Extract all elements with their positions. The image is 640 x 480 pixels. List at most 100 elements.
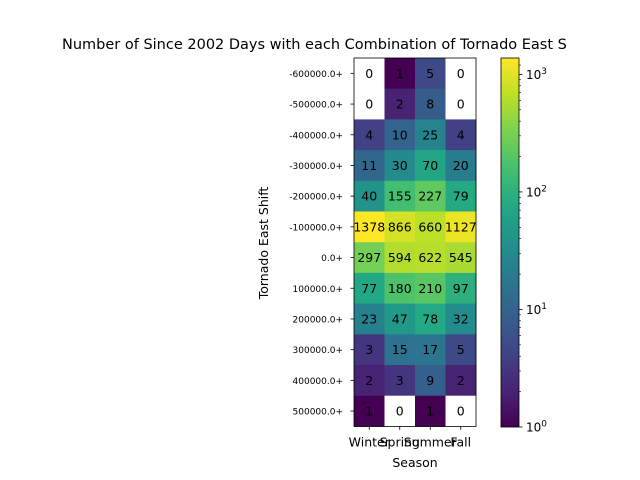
- heatmap-cell: [354, 395, 385, 427]
- cell-value-label: 79: [453, 189, 469, 204]
- heatmap-cell: [445, 88, 477, 120]
- heatmap-cell: [354, 334, 385, 366]
- cell-value-label: 30: [392, 158, 408, 173]
- cell-value-label: 1: [426, 404, 434, 419]
- heatmap-cell: [445, 303, 477, 335]
- heatmap-cell: [415, 365, 446, 397]
- heatmap-cell: [445, 395, 477, 427]
- heatmap-cell: [354, 242, 385, 274]
- x-tick-label: Fall: [450, 434, 471, 449]
- y-tick-label: 200000.0+: [293, 315, 343, 325]
- y-tick-label: 500000.0+: [293, 408, 343, 418]
- plot-frame: [353, 57, 477, 427]
- heatmap-cell: [384, 58, 416, 90]
- heatmap-cell: [354, 119, 385, 151]
- cell-value-label: 297: [357, 250, 381, 265]
- cell-value-label: 866: [388, 219, 412, 234]
- y-axis: -600000.0+ -500000.0+ -400000.0+ -300000.0+…: [289, 70, 354, 418]
- cell-value-label: 10: [392, 127, 408, 142]
- heatmap-cell: [445, 58, 477, 90]
- colorbar-gradient: [501, 58, 519, 427]
- cell-value-label: 210: [418, 281, 442, 296]
- colorbar-tick-label: 103: [526, 67, 547, 82]
- cell-value-label: 23: [361, 311, 377, 326]
- cell-value-label: 180: [388, 281, 412, 296]
- heatmap-cell: [354, 365, 385, 397]
- y-tick-label: -600000.0+: [289, 70, 343, 80]
- cell-value-label: 4: [457, 127, 465, 142]
- colorbar-tick-label: 101: [526, 302, 547, 317]
- cell-value-label: 3: [365, 342, 373, 357]
- cell-value-label: 0: [457, 404, 465, 419]
- cell-value-label: 2: [396, 97, 404, 112]
- y-tick-label: -300000.0+: [289, 162, 343, 172]
- cell-value-label: 2: [457, 373, 465, 388]
- cell-value-label: 70: [422, 158, 438, 173]
- heatmap-cell: [384, 334, 416, 366]
- heatmap-cell: [445, 150, 477, 182]
- cell-value-label: 155: [388, 189, 412, 204]
- colorbar-tick-label: 100: [526, 420, 547, 435]
- chart-title: Number of Since 2002 Days with each Comb…: [62, 37, 567, 53]
- heatmap-cell: [445, 365, 477, 397]
- cell-value-label: 0: [457, 97, 465, 112]
- cell-value-label: 1: [396, 66, 404, 81]
- cell-value-label: 9: [426, 373, 434, 388]
- heatmap-cell: [415, 88, 446, 120]
- cell-value-label: 20: [453, 158, 469, 173]
- cell-value-label: 0: [365, 66, 373, 81]
- cell-value-label: 1127: [445, 219, 477, 234]
- x-axis-label: Season: [392, 455, 437, 470]
- colorbar-frame: [500, 57, 520, 428]
- heatmap-cell: [354, 180, 385, 212]
- cell-value-label: 25: [422, 127, 438, 142]
- cell-value-label: 227: [418, 189, 442, 204]
- heatmap-cell: [354, 211, 385, 243]
- cell-value-label: 17: [422, 342, 438, 357]
- heatmap-cell: [354, 272, 385, 304]
- heatmap-cell: [445, 119, 477, 151]
- y-tick-label: -200000.0+: [289, 193, 343, 203]
- cell-value-label: 15: [392, 342, 408, 357]
- cell-value-label: 3: [396, 373, 404, 388]
- cell-value-label: 97: [453, 281, 469, 296]
- x-tick-label: Summer: [404, 434, 458, 449]
- heatmap-cell: [445, 211, 477, 243]
- heatmap-cell: [415, 395, 446, 427]
- heatmap-cell: [384, 180, 416, 212]
- heatmap-cell: [415, 150, 446, 182]
- colorbar-tick-label: 102: [526, 184, 547, 199]
- heatmap-cell: [415, 119, 446, 151]
- heatmap-cell: [445, 180, 477, 212]
- heatmap-cell: [415, 242, 446, 274]
- cell-value-label: 622: [418, 250, 442, 265]
- heatmap-cells: [353, 57, 477, 427]
- cell-value-label: 40: [361, 189, 377, 204]
- cell-value-label: 0: [396, 404, 404, 419]
- heatmap-cell: [384, 150, 416, 182]
- cell-value-label: 1: [365, 404, 373, 419]
- heatmap-cell: [445, 272, 477, 304]
- heatmap-cell: [415, 58, 446, 90]
- y-tick-label: 400000.0+: [293, 377, 343, 387]
- y-tick-label: 300000.0+: [293, 346, 343, 356]
- y-tick-label: -500000.0+: [289, 101, 343, 111]
- y-axis-label: Tornado East Shift: [256, 187, 271, 301]
- heatmap-cell: [384, 211, 416, 243]
- heatmap-cell: [354, 58, 385, 90]
- heatmap-cell: [384, 119, 416, 151]
- cell-value-label: 660: [418, 219, 442, 234]
- heatmap-cell: [384, 88, 416, 120]
- heatmap-cell: [415, 272, 446, 304]
- cell-value-label: 4: [365, 127, 373, 142]
- heatmap-cell: [415, 334, 446, 366]
- heatmap-cell: [354, 150, 385, 182]
- cell-value-label: 11: [361, 158, 377, 173]
- y-tick-label: 0.0+: [321, 254, 343, 264]
- heatmap-cell: [415, 180, 446, 212]
- heatmap-cell: [445, 334, 477, 366]
- cell-value-label: 78: [422, 311, 438, 326]
